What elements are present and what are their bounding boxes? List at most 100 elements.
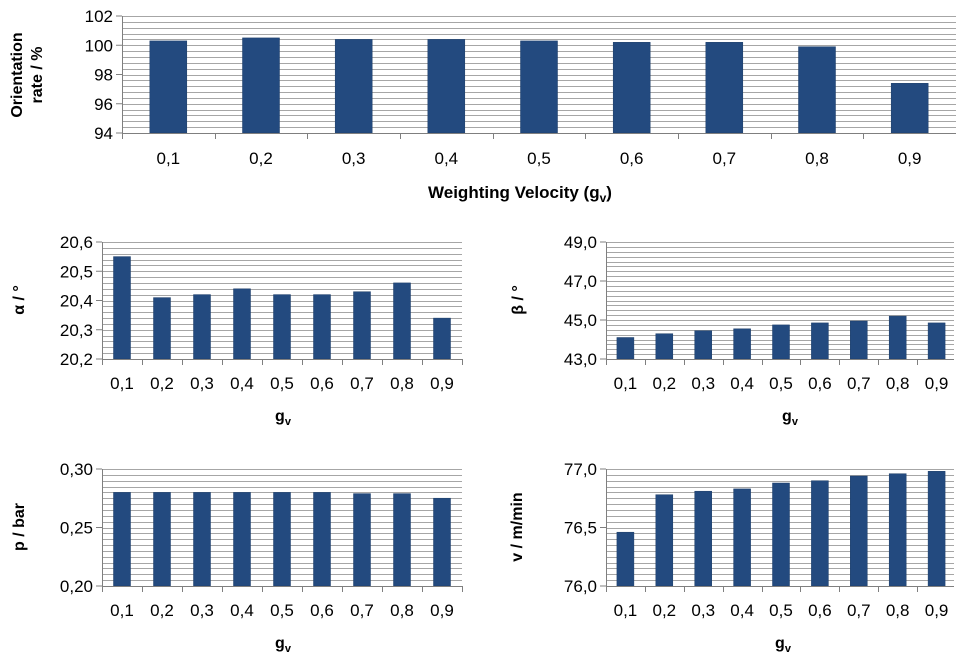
x-axis-label: gv bbox=[275, 635, 292, 655]
x-tick-label: 0,7 bbox=[713, 149, 737, 168]
x-axis-label: gv bbox=[275, 408, 292, 428]
x-tick-label: 0,6 bbox=[310, 601, 334, 620]
bar-0-1 bbox=[113, 256, 131, 360]
y-tick-label: 100 bbox=[85, 36, 113, 55]
y-axis-label: p / bar bbox=[11, 503, 28, 551]
x-tick-label: 0,9 bbox=[925, 374, 949, 393]
y-tick-label: 94 bbox=[94, 124, 113, 143]
bar-0-1 bbox=[149, 40, 188, 134]
bar-0-8 bbox=[888, 473, 907, 587]
bar-0-4 bbox=[233, 492, 251, 587]
x-tick-label: 0,9 bbox=[430, 374, 454, 393]
chart-panel-3: 43,0 45,0 47,0 49,0 0,1 0,2 0,3 0,4 0,5 0,6 0,7 0,8… bbox=[564, 233, 954, 393]
bar-0-3 bbox=[193, 294, 211, 360]
x-tick-label: 0,9 bbox=[925, 601, 949, 620]
bar-0-4 bbox=[427, 39, 466, 134]
bar-0-6 bbox=[811, 322, 829, 360]
bar-0-7 bbox=[705, 42, 744, 134]
x-axis-label: Weighting Velocity (gv) bbox=[428, 183, 612, 205]
x-tick-label: 0,6 bbox=[620, 149, 644, 168]
bar-0-8 bbox=[393, 282, 411, 360]
x-tick-label: 0,4 bbox=[435, 149, 459, 168]
bar-0-1 bbox=[616, 531, 635, 587]
x-tick-label: 0,3 bbox=[691, 374, 715, 393]
x-tick-label: 0,6 bbox=[310, 374, 334, 393]
bar-0-7 bbox=[850, 320, 868, 360]
y-tick-label: 20,2 bbox=[60, 350, 93, 369]
x-tick-label: 0,1 bbox=[157, 149, 181, 168]
y-tick-label: 98 bbox=[94, 66, 113, 85]
x-tick-label: 0,1 bbox=[110, 601, 134, 620]
x-tick-label: 0,2 bbox=[653, 374, 677, 393]
bar-0-8 bbox=[798, 46, 836, 134]
x-tick-label: 0,4 bbox=[730, 374, 754, 393]
x-tick-label: 0,5 bbox=[769, 374, 793, 393]
y-tick-label: 49,0 bbox=[564, 233, 597, 252]
x-tick-label: 0,2 bbox=[249, 149, 273, 168]
x-tick-label: 0,9 bbox=[430, 601, 454, 620]
x-tick-label: 0,5 bbox=[270, 601, 294, 620]
bar-0-4 bbox=[233, 288, 251, 360]
bar-0-5 bbox=[273, 492, 291, 587]
y-axis-label: rate / % bbox=[29, 47, 46, 104]
bar-0-2 bbox=[242, 37, 280, 134]
bar-0-9 bbox=[927, 471, 946, 587]
x-tick-label: 0,9 bbox=[898, 149, 922, 168]
y-tick-label: 20,3 bbox=[60, 321, 93, 340]
y-tick-label: 0,25 bbox=[60, 519, 93, 538]
y-tick-label: 47,0 bbox=[564, 272, 597, 291]
x-tick-label: 0,2 bbox=[150, 374, 174, 393]
x-tick-label: 0,1 bbox=[110, 374, 134, 393]
x-axis-label: gv bbox=[775, 635, 792, 655]
x-tick-label: 0,6 bbox=[808, 601, 832, 620]
bar-0-3 bbox=[694, 490, 712, 587]
bar-0-3 bbox=[694, 330, 712, 360]
bar-0-9 bbox=[433, 497, 451, 587]
y-tick-label: 76,0 bbox=[564, 577, 597, 596]
x-tick-label: 0,1 bbox=[614, 374, 638, 393]
bar-0-4 bbox=[733, 488, 751, 587]
x-tick-label: 0,2 bbox=[150, 601, 174, 620]
x-tick-label: 0,6 bbox=[808, 374, 832, 393]
bar-0-2 bbox=[153, 492, 171, 587]
x-tick-label: 0,8 bbox=[886, 374, 910, 393]
x-tick-label: 0,4 bbox=[730, 601, 754, 620]
chart-panel-4: 0,20 0,25 0,30 0,1 0,2 0,3 0,4 0,5 0,6 0,7 0,8 0,9 bbox=[60, 460, 463, 620]
x-tick-label: 0,3 bbox=[691, 601, 715, 620]
x-tick-label: 0,4 bbox=[230, 374, 254, 393]
x-tick-label: 0,8 bbox=[886, 601, 910, 620]
chart-panel-1: 94 96 98 100 102 0,1 0,2 0,3 0,4 0,5 0,6 0,7 0,8 0,9 bbox=[85, 7, 956, 168]
bar-0-7 bbox=[353, 493, 371, 587]
bar-0-5 bbox=[772, 324, 790, 360]
bar-0-5 bbox=[273, 294, 291, 360]
x-tick-label: 0,7 bbox=[350, 601, 374, 620]
bar-0-2 bbox=[153, 297, 171, 360]
bar-0-9 bbox=[927, 322, 946, 360]
y-tick-label: 96 bbox=[94, 95, 113, 114]
y-tick-label: 0,20 bbox=[60, 577, 93, 596]
bar-0-8 bbox=[888, 315, 907, 360]
y-tick-label: 43,0 bbox=[564, 350, 597, 369]
y-tick-label: 45,0 bbox=[564, 311, 597, 330]
y-tick-label: 20,4 bbox=[60, 292, 93, 311]
x-tick-label: 0,2 bbox=[653, 601, 677, 620]
y-tick-label: 20,6 bbox=[60, 233, 93, 252]
x-tick-label: 0,1 bbox=[614, 601, 638, 620]
y-tick-label: 76,5 bbox=[564, 519, 597, 538]
y-axis-label: α / ° bbox=[11, 285, 28, 315]
bar-0-7 bbox=[850, 475, 868, 587]
bar-0-9 bbox=[890, 83, 929, 134]
x-tick-label: 0,3 bbox=[190, 374, 214, 393]
chart-panel-2: 20,2 20,3 20,4 20,5 20,6 0,1 0,2 0,3 0,4 0,5 0,6 0,… bbox=[60, 233, 463, 393]
bar-0-1 bbox=[113, 492, 131, 587]
x-tick-label: 0,3 bbox=[342, 149, 366, 168]
y-tick-label: 0,30 bbox=[60, 460, 93, 479]
x-tick-label: 0,8 bbox=[390, 601, 414, 620]
x-tick-label: 0,7 bbox=[847, 601, 871, 620]
x-tick-label: 0,5 bbox=[769, 601, 793, 620]
bar-0-9 bbox=[433, 317, 451, 360]
bar-0-5 bbox=[520, 40, 558, 134]
x-tick-label: 0,8 bbox=[805, 149, 829, 168]
y-axis-label: Orientation bbox=[9, 32, 26, 117]
